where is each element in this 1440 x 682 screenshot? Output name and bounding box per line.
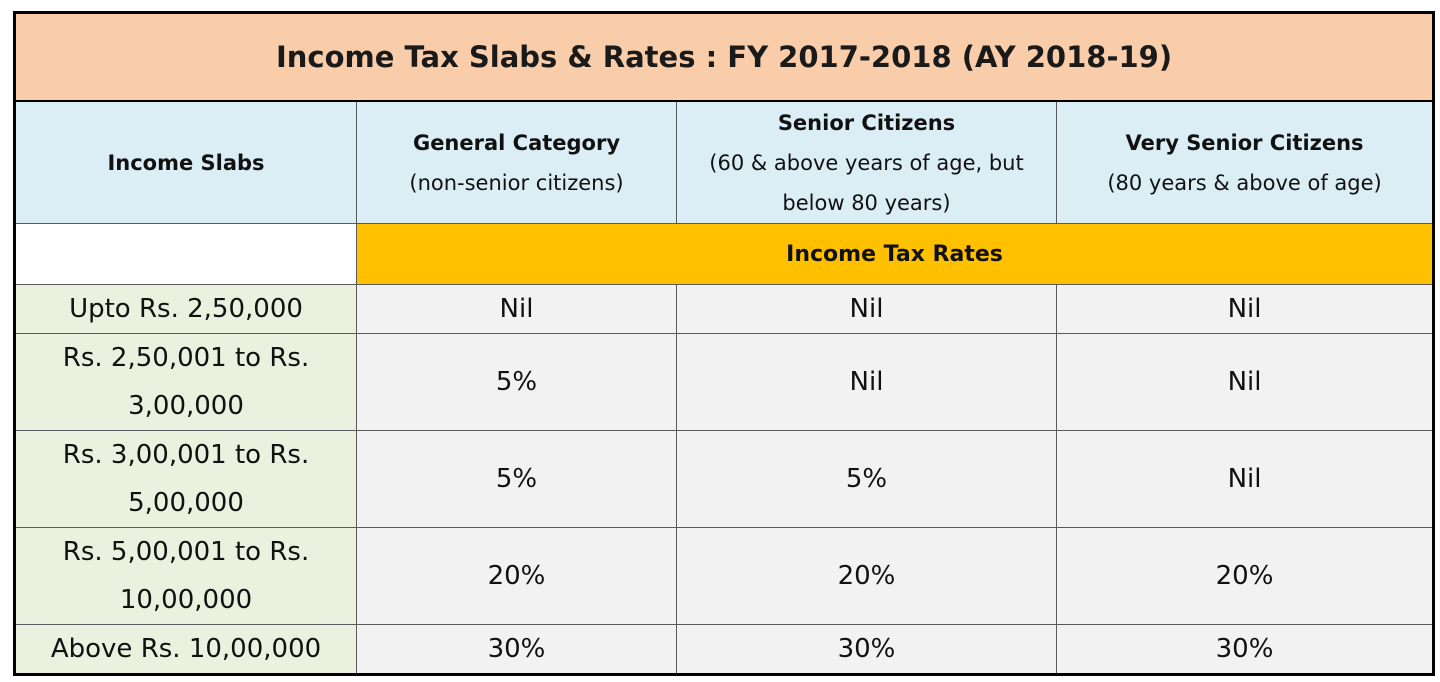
income-tax-table: Income Tax Slabs & Rates : FY 2017-2018 … <box>13 11 1436 676</box>
header-senior-label: Senior Citizens <box>777 110 956 135</box>
slab-text-line-1: Rs. 5,00,001 to Rs. <box>62 537 310 567</box>
general-rate-cell: 20% <box>356 527 677 625</box>
header-income-slabs-label: Income Slabs <box>107 150 265 175</box>
slab-text-line-1: Rs. 3,00,001 to Rs. <box>62 440 310 470</box>
general-rate-cell: 5% <box>356 333 677 431</box>
general-rate-cell: 30% <box>356 624 677 675</box>
senior-rate-cell: Nil <box>676 284 1057 334</box>
slab-cell: Upto Rs. 2,50,000 <box>14 284 357 334</box>
header-general-label: General Category <box>412 130 621 155</box>
slab-text-line-2: 3,00,000 <box>128 391 244 421</box>
slab-cell: Rs. 3,00,001 to Rs. 5,00,000 <box>14 430 357 528</box>
slab-cell: Above Rs. 10,00,000 <box>14 624 357 675</box>
header-income-slabs: Income Slabs <box>14 100 357 224</box>
very-senior-rate-cell: 20% <box>1055 527 1435 625</box>
table-row: Upto Rs. 2,50,000 Nil Nil Nil <box>14 284 1435 334</box>
senior-rate-cell: 30% <box>676 624 1057 675</box>
table-row: Rs. 5,00,001 to Rs. 10,00,000 20% 20% 20… <box>14 527 1435 625</box>
senior-rate-cell: Nil <box>676 333 1057 431</box>
very-senior-rate-cell: Nil <box>1055 333 1435 431</box>
header-senior-citizens: Senior Citizens (60 & above years of age… <box>676 100 1057 224</box>
slab-cell: Rs. 5,00,001 to Rs. 10,00,000 <box>14 527 357 625</box>
blank-cell <box>14 223 357 285</box>
very-senior-rate-cell: Nil <box>1055 284 1435 334</box>
header-very-senior-label: Very Senior Citizens <box>1125 130 1364 155</box>
table-title: Income Tax Slabs & Rates : FY 2017-2018 … <box>13 12 1435 102</box>
slab-text-line-2: 5,00,000 <box>128 488 244 518</box>
senior-rate-cell: 20% <box>676 527 1057 625</box>
slab-text-line-2: 10,00,000 <box>119 585 253 615</box>
header-general-category: General Category (non-senior citizens) <box>356 100 677 224</box>
slab-cell: Rs. 2,50,001 to Rs. 3,00,000 <box>14 333 357 431</box>
income-tax-rates-header: Income Tax Rates <box>355 223 1435 285</box>
slab-text: Above Rs. 10,00,000 <box>50 634 322 664</box>
senior-rate-cell: 5% <box>676 430 1057 528</box>
header-general-sub: (non-senior citizens) <box>409 170 624 195</box>
slab-text: Upto Rs. 2,50,000 <box>69 294 303 324</box>
very-senior-rate-cell: Nil <box>1055 430 1435 528</box>
general-rate-cell: 5% <box>356 430 677 528</box>
slab-text-line-1: Rs. 2,50,001 to Rs. <box>62 343 310 373</box>
header-senior-sub-1: (60 & above years of age, but <box>709 150 1024 175</box>
table-row: Above Rs. 10,00,000 30% 30% 30% <box>14 624 1435 675</box>
very-senior-rate-cell: 30% <box>1055 624 1435 675</box>
header-senior-sub-2: below 80 years) <box>782 190 951 215</box>
header-very-senior-citizens: Very Senior Citizens (80 years & above o… <box>1055 100 1435 224</box>
table-row: Rs. 2,50,001 to Rs. 3,00,000 5% Nil Nil <box>14 333 1435 431</box>
general-rate-cell: Nil <box>356 284 677 334</box>
header-very-senior-sub: (80 years & above of age) <box>1107 170 1382 195</box>
table-row: Rs. 3,00,001 to Rs. 5,00,000 5% 5% Nil <box>14 430 1435 528</box>
